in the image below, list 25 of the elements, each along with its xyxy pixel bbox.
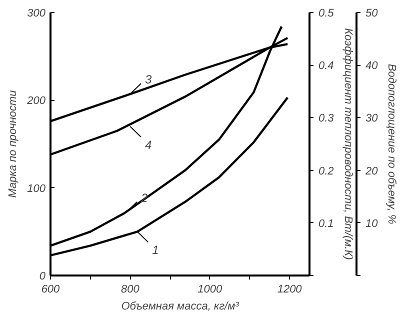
y2-tick-label: 0.5: [318, 8, 335, 20]
y3-axis-title: Водопоглощение по объему, %: [386, 64, 398, 224]
y2-tick-label: 0.3: [318, 112, 335, 125]
y2-tick-label: 0.2: [318, 165, 334, 178]
y-tick-label: 300: [27, 8, 46, 20]
y3-tick-label: 50: [366, 8, 379, 20]
y2-tick-label: 0.1: [318, 218, 334, 230]
y-tick-label: 0: [39, 270, 46, 282]
y2-axis-title: Коэффициент теплопроводности, Вт/(м.К): [342, 28, 354, 260]
x-tick-label: 1200: [277, 284, 303, 296]
annotation: 3: [144, 72, 152, 87]
x-tick-label: 1000: [198, 284, 223, 296]
y3-tick-label: 40: [366, 60, 379, 72]
y-tick-label: 100: [27, 182, 46, 195]
annotation: 4: [144, 138, 152, 152]
y-axis-title: Марка по прочности: [7, 90, 20, 198]
x-tick-label: 800: [121, 284, 140, 296]
x-tick-label: 600: [41, 284, 61, 296]
y-tick-label: 200: [26, 95, 46, 108]
annotation: 1: [152, 243, 159, 258]
y3-tick-label: 20: [364, 165, 379, 178]
y3-tick-label: 30: [366, 112, 379, 125]
y3-tick-label: 10: [366, 218, 379, 230]
x-axis-title: Объемная масса, кг/м³: [121, 300, 240, 312]
y2-tick-label: 0.4: [318, 60, 334, 72]
